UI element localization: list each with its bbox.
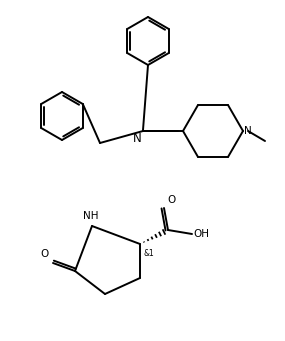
Text: O: O bbox=[41, 249, 49, 259]
Text: O: O bbox=[167, 195, 175, 205]
Text: &1: &1 bbox=[144, 249, 155, 258]
Text: N: N bbox=[244, 126, 252, 136]
Text: N: N bbox=[133, 132, 142, 145]
Text: OH: OH bbox=[193, 229, 209, 239]
Text: NH: NH bbox=[83, 211, 99, 221]
